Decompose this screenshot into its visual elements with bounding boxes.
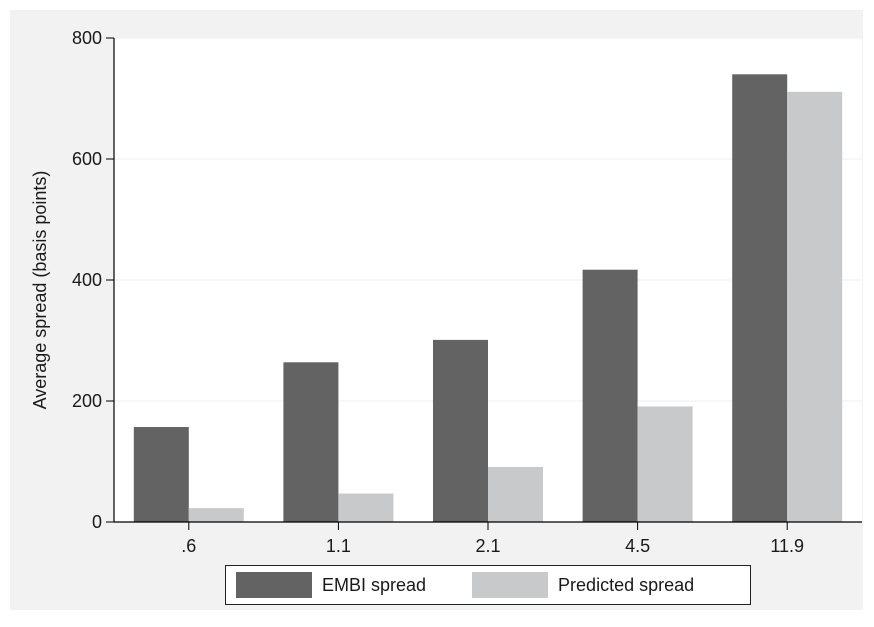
legend-label-predicted: Predicted spread <box>558 574 695 595</box>
x-tick-label: 2.1 <box>475 536 500 556</box>
bar-embi <box>732 74 788 523</box>
x-tick-label: 4.5 <box>625 536 650 556</box>
bar-predicted <box>637 406 693 522</box>
bar-embi <box>283 362 339 522</box>
x-tick-label: .6 <box>181 536 196 556</box>
y-tick-label: 400 <box>72 270 102 290</box>
plot-area: 0 200 400 600 800 .6 1.1 2.1 4.5 11.9 <box>72 28 862 556</box>
y-tick-label: 600 <box>72 149 102 169</box>
bar-embi <box>133 427 189 522</box>
y-tick-label: 200 <box>72 391 102 411</box>
x-tick-label: 11.9 <box>770 536 804 556</box>
bar-predicted <box>188 508 244 522</box>
bar-embi <box>433 339 488 522</box>
legend-label-embi: EMBI spread <box>322 574 427 595</box>
legend-swatch-predicted <box>472 572 549 598</box>
bar-predicted <box>338 493 394 522</box>
x-tick-label: 1.1 <box>326 536 351 556</box>
y-tick-label: 0 <box>92 512 102 532</box>
bar-predicted <box>488 466 543 522</box>
y-axis-label: Average spread (basis points) <box>30 171 50 410</box>
y-tick-label: 800 <box>72 28 102 48</box>
legend-item-embi: EMBI spread <box>226 566 426 604</box>
legend-item-predicted: Predicted spread <box>462 566 694 604</box>
legend-swatch-embi <box>236 572 312 598</box>
bar-predicted <box>787 91 843 522</box>
bar-embi <box>582 269 638 522</box>
legend: EMBI spread Predicted spread <box>225 565 751 605</box>
